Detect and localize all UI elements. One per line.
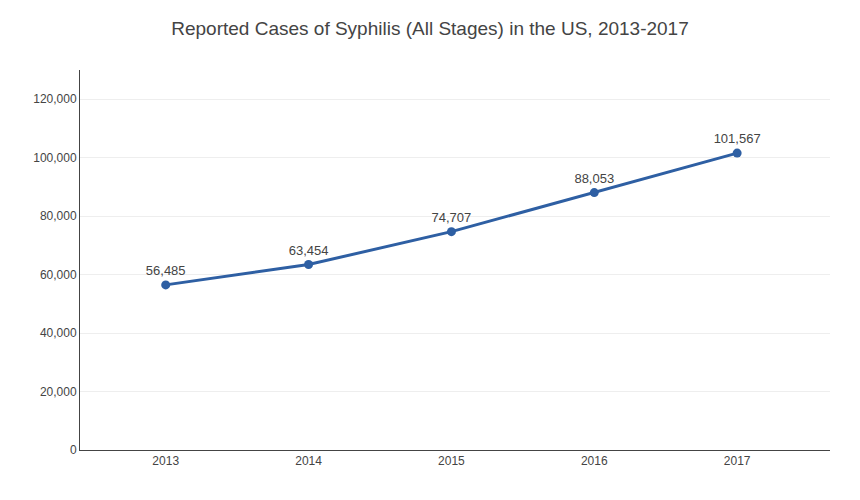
svg-text:60,000: 60,000 bbox=[40, 268, 77, 282]
svg-text:Reported Cases of Syphilis (Al: Reported Cases of Syphilis (All Stages) … bbox=[171, 18, 689, 39]
svg-text:20,000: 20,000 bbox=[40, 385, 77, 399]
svg-text:2017: 2017 bbox=[724, 454, 751, 468]
svg-text:120,000: 120,000 bbox=[33, 92, 77, 106]
svg-text:63,454: 63,454 bbox=[289, 243, 329, 258]
svg-text:56,485: 56,485 bbox=[146, 263, 186, 278]
svg-text:101,567: 101,567 bbox=[714, 131, 761, 146]
svg-text:74,707: 74,707 bbox=[432, 210, 472, 225]
svg-text:2016: 2016 bbox=[581, 454, 608, 468]
svg-text:2014: 2014 bbox=[295, 454, 322, 468]
svg-text:2013: 2013 bbox=[152, 454, 179, 468]
svg-text:0: 0 bbox=[70, 443, 77, 457]
svg-text:80,000: 80,000 bbox=[40, 209, 77, 223]
svg-text:100,000: 100,000 bbox=[33, 151, 77, 165]
svg-text:2015: 2015 bbox=[438, 454, 465, 468]
svg-text:40,000: 40,000 bbox=[40, 326, 77, 340]
svg-text:88,053: 88,053 bbox=[574, 171, 614, 186]
